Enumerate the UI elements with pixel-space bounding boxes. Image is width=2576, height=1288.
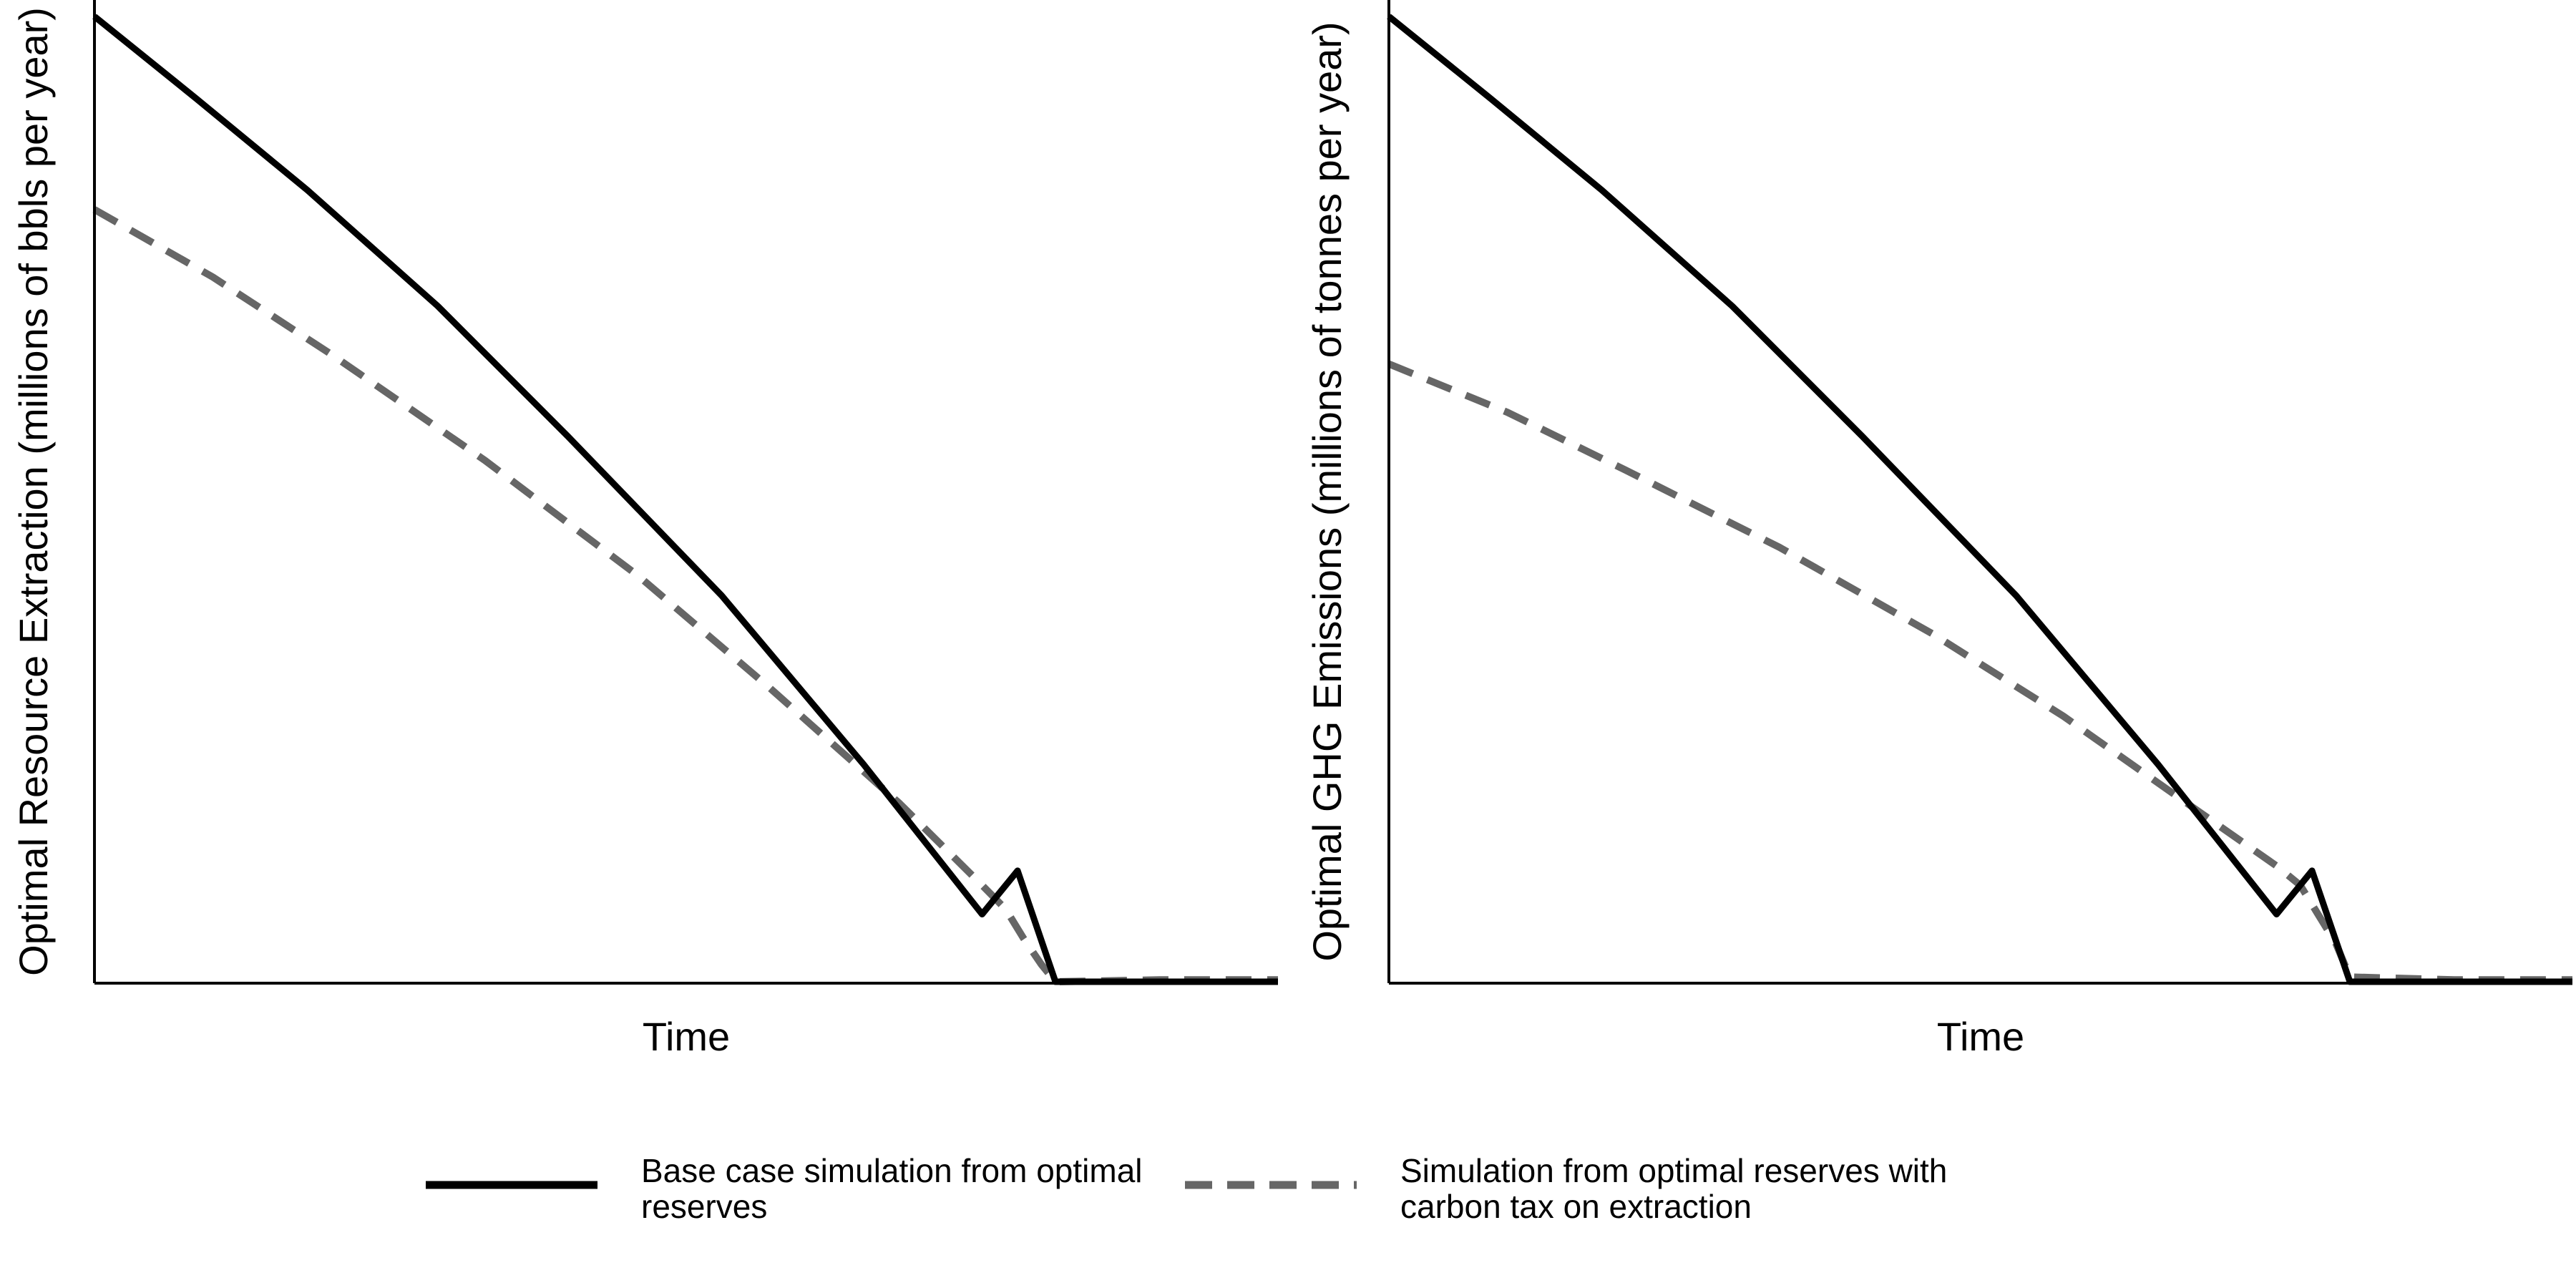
y-axis-title: Optimal Resource Extraction (millions of…	[11, 7, 56, 976]
legend-label: Base case simulation from optimal reserv…	[641, 1152, 1151, 1225]
series-line-carbon-tax	[1387, 360, 2572, 984]
legend-label-line: reserves	[641, 1188, 767, 1225]
legend-label-line: carbon tax on extraction	[1400, 1188, 1752, 1225]
panel-resource-extraction: Time Optimal Resource Extraction (millio…	[11, 0, 1278, 1059]
plot-lines	[1387, 14, 2572, 985]
legend-label: Simulation from optimal reserves with ca…	[1400, 1152, 1956, 1225]
legend-item-base-case: Base case simulation from optimal reserv…	[426, 1152, 1151, 1225]
series-line-base-case	[1387, 14, 2572, 985]
plot-lines	[92, 14, 1278, 985]
panel-ghg-emissions: Time Optimal GHG Emissions (millions of …	[1304, 0, 2572, 1059]
x-axis-title: Time	[1937, 1014, 2024, 1059]
series-line-carbon-tax	[92, 206, 1278, 985]
legend: Base case simulation from optimal reserv…	[426, 1152, 1956, 1225]
legend-item-carbon-tax: Simulation from optimal reserves with ca…	[1185, 1152, 1956, 1225]
legend-label-line: Base case simulation from optimal	[641, 1152, 1143, 1189]
y-axis-title: Optimal GHG Emissions (millions of tonne…	[1304, 21, 1350, 961]
x-axis-title: Time	[643, 1014, 730, 1059]
legend-label-line: Simulation from optimal reserves with	[1400, 1152, 1947, 1189]
series-line-base-case	[92, 14, 1278, 985]
